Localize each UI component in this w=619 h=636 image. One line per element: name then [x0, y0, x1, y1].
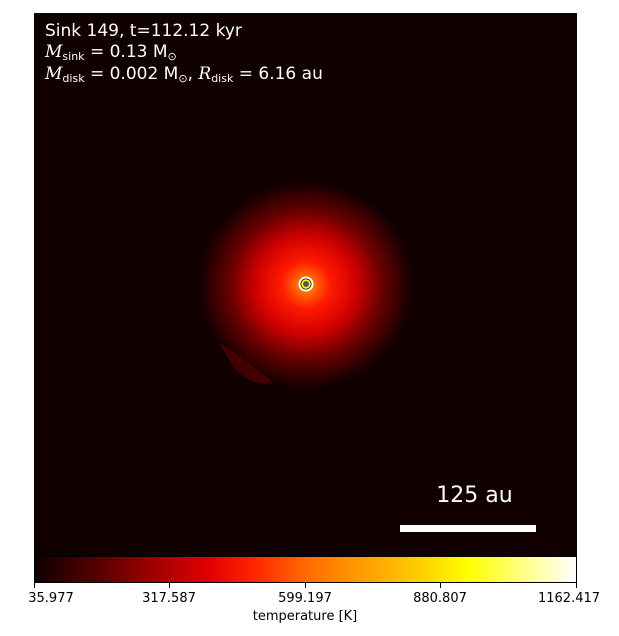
mdisk-value: = 0.002 M	[84, 64, 179, 84]
disk-properties: Mdisk = 0.002 M⊙, Rdisk = 6.16 au	[45, 64, 323, 89]
rdisk-sep: ,	[187, 64, 199, 84]
mdisk-symbol: M	[45, 64, 63, 84]
colorbar-tick	[34, 583, 35, 588]
msink-unit-sub: ⊙	[167, 50, 177, 63]
msink-sub: sink	[62, 50, 85, 63]
scale-bar-label: 125 au	[436, 483, 513, 508]
colorbar	[34, 556, 577, 583]
colorbar-tick-label: 599.197	[278, 591, 332, 606]
rdisk-value: = 6.16 au	[233, 64, 323, 84]
scale-bar	[400, 525, 536, 532]
mdisk-sub: disk	[62, 72, 85, 85]
rdisk-sub: disk	[211, 72, 234, 85]
sink-title: Sink 149, t=112.12 kyr	[45, 21, 242, 41]
colorbar-tick	[440, 583, 441, 588]
filament-feature	[219, 343, 274, 384]
rdisk-symbol: R	[198, 64, 212, 84]
sink-center	[303, 281, 309, 287]
temperature-field	[171, 155, 441, 415]
msink-value: = 0.13 M	[84, 42, 168, 62]
colorbar-tick-label: 317.587	[142, 591, 196, 606]
mdisk-unit-sub: ⊙	[178, 72, 188, 85]
colorbar-tick	[576, 583, 577, 588]
sink-marker	[298, 276, 314, 292]
sink-mass: Msink = 0.13 M⊙	[45, 42, 177, 67]
colorbar-tick-label: 35.977	[28, 591, 74, 606]
msink-symbol: M	[45, 42, 63, 62]
temperature-map: Sink 149, t=112.12 kyr Msink = 0.13 M⊙ M…	[34, 13, 577, 556]
colorbar-tick	[305, 583, 306, 588]
colorbar-tick-label: 880.807	[413, 591, 467, 606]
colorbar-tick	[169, 583, 170, 588]
colorbar-label: temperature [K]	[252, 609, 358, 624]
colorbar-tick-label: 1162.417	[537, 591, 601, 606]
